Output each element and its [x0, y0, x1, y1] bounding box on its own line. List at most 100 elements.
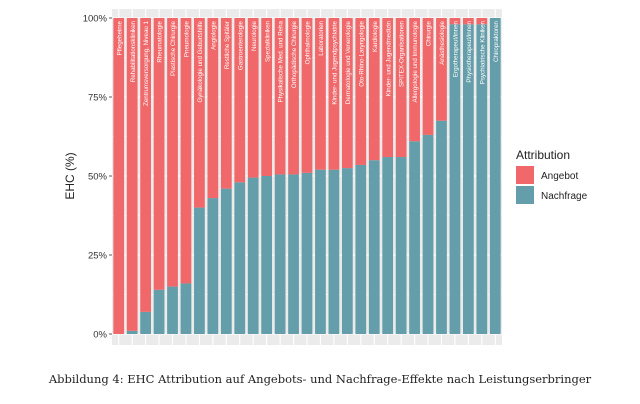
bar-nachfrage [261, 176, 273, 334]
bar-category-label: Anästhesiologie [439, 20, 446, 64]
bar-angebot [274, 18, 286, 175]
y-tick-label: 0% [93, 330, 107, 341]
y-axis-label: EHC (%) [63, 152, 77, 199]
bar-category-label: Angiologie [210, 20, 217, 49]
bar-nachfrage [409, 141, 420, 334]
bar-category-label: Chirurgie [426, 20, 433, 46]
ehc-attribution-chart: Pflegeheime Rehabilitationskliniken Zentru… [63, 9, 588, 345]
bar-angebot [409, 18, 420, 142]
bar-category-label: Ophthalmologie [305, 20, 312, 64]
bar-nachfrage [153, 289, 165, 334]
bar-nachfrage [301, 172, 313, 334]
bar-category-label: Psychiatrische Kliniken [479, 20, 486, 84]
bar-nachfrage [207, 198, 219, 334]
bar-angebot [436, 18, 447, 121]
bar-category-label: Neurologie [251, 20, 258, 50]
bar-angebot [395, 18, 407, 158]
bar-category-label: Rehabilitationskliniken [130, 20, 137, 82]
bar-category-label: Dermatologie und Venerologie [345, 20, 352, 104]
legend: Attribution Angebot Nachfrage [516, 148, 588, 204]
y-tick-label: 100% [83, 14, 108, 25]
bar-angebot [476, 18, 488, 25]
bar-nachfrage [436, 120, 447, 334]
bar-nachfrage [368, 160, 380, 334]
bar-nachfrage [463, 24, 474, 334]
bar-nachfrage [489, 18, 501, 334]
bar-nachfrage [126, 330, 138, 334]
bar-nachfrage [234, 182, 246, 334]
bar-category-label: Restliche Spitäler [224, 21, 231, 69]
bar-angebot [247, 18, 259, 178]
bar-angebot [288, 18, 299, 175]
legend-key-nachfrage [516, 186, 534, 204]
bar-nachfrage [328, 169, 340, 334]
bar-category-label: Plastische Chirurgie [170, 20, 177, 76]
bar-category-label: Kardiologie [372, 20, 379, 52]
bar-category-label: Pneumologie [184, 20, 191, 57]
bar-nachfrage [220, 188, 232, 334]
bar-nachfrage [180, 283, 192, 334]
bar-angebot [207, 18, 219, 199]
bar-angebot [140, 18, 151, 312]
bar-angebot [422, 18, 434, 135]
bar-category-label: Physiotherapeut/innen [466, 20, 473, 82]
bar-category-label: Spezialkliniken [264, 20, 271, 61]
bar-nachfrage [422, 134, 434, 334]
y-tick-label: 50% [88, 172, 108, 183]
bar-category-label: Kinder- und Jugendpsychiatrie [331, 20, 338, 104]
bar-category-label: Gastroenterologie [237, 20, 244, 70]
bar-angebot [449, 18, 461, 25]
figure-caption: Abbildung 4: EHC Attribution auf Angebot… [48, 372, 592, 386]
bar-angebot [113, 18, 125, 334]
y-tick-label: 75% [88, 93, 108, 104]
bar-category-label: Ergotherapeut/innen [453, 20, 460, 77]
bar-angebot [382, 18, 394, 158]
bar-category-label: Oto-Rhino-Laryngologie [358, 20, 365, 86]
bar-category-label: SPITEX-Organisationen [399, 20, 406, 87]
bar-nachfrage [341, 168, 353, 334]
bar-category-label: Rheumatologie [157, 20, 164, 62]
bar-category-label: Kinder- und Jugendmedizin [385, 20, 392, 96]
bar-angebot [355, 18, 367, 165]
bar-angebot [463, 18, 474, 25]
bar-angebot [220, 18, 232, 189]
bar-nachfrage [382, 157, 394, 334]
bar-category-label: Laboratorien [318, 20, 325, 55]
bar-angebot [328, 18, 340, 170]
bar-nachfrage [247, 177, 259, 334]
bar-nachfrage [274, 174, 286, 334]
bar-nachfrage [288, 174, 299, 334]
bar-angebot [180, 18, 192, 284]
bar-nachfrage [315, 169, 326, 334]
bar-angebot [234, 18, 246, 183]
bar-category-label: Gynäkologie und Geburtshilfe [197, 20, 204, 102]
bar-angebot [153, 18, 165, 290]
bar-angebot [261, 18, 273, 176]
bar-angebot [167, 18, 178, 287]
bar-nachfrage [167, 286, 178, 334]
bar-angebot [315, 18, 326, 170]
bar-angebot [301, 18, 313, 173]
y-tick-label: 25% [88, 251, 108, 262]
bar-category-label: Pflegeheime [116, 20, 123, 55]
bar-nachfrage [355, 164, 367, 334]
bars: Pflegeheime Rehabilitationskliniken Zentru… [113, 18, 501, 334]
bar-nachfrage [476, 24, 488, 334]
legend-label-nachfrage: Nachfrage [541, 191, 588, 202]
bar-angebot [194, 18, 205, 208]
bar-nachfrage [194, 207, 205, 334]
bar-angebot [368, 18, 380, 161]
bar-angebot [341, 18, 353, 169]
bar-category-label: Allergologie und Immunologie [412, 20, 419, 102]
bar-category-label: Chiropraktoren [493, 20, 500, 61]
legend-key-angebot [516, 166, 534, 184]
bar-angebot [126, 18, 138, 331]
bar-nachfrage [140, 311, 151, 334]
bar-nachfrage [395, 157, 407, 334]
bar-category-label: Zentrumsversorgung, Niveau 1 [143, 20, 150, 106]
bar-category-label: Orthopädische Chirurgie [291, 20, 298, 88]
bar-category-label: Physikalische Med. und Reha [278, 20, 285, 102]
y-axis: 0% 25% 50% 75% 100% [83, 14, 112, 341]
legend-title: Attribution [516, 148, 570, 162]
legend-label-angebot: Angebot [541, 171, 578, 182]
